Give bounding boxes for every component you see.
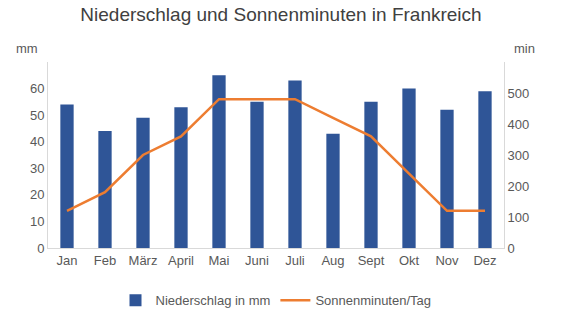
svg-text:40: 40 [30, 134, 44, 149]
svg-text:Niederschlag und Sonnenminuten: Niederschlag und Sonnenminuten in Frankr… [80, 4, 481, 25]
svg-text:200: 200 [508, 179, 530, 194]
svg-text:Sept: Sept [358, 253, 385, 268]
svg-text:Niederschlag in mm: Niederschlag in mm [156, 293, 271, 308]
svg-text:März: März [129, 253, 158, 268]
svg-text:20: 20 [30, 187, 44, 202]
svg-text:10: 10 [30, 214, 44, 229]
svg-text:Sonnenminuten/Tag: Sonnenminuten/Tag [315, 293, 431, 308]
svg-text:Feb: Feb [94, 253, 116, 268]
svg-text:Jan: Jan [57, 253, 78, 268]
svg-text:Okt: Okt [399, 253, 420, 268]
svg-text:0: 0 [508, 241, 515, 256]
svg-text:60: 60 [30, 81, 44, 96]
svg-text:min: min [514, 41, 535, 56]
svg-text:Aug: Aug [321, 253, 344, 268]
svg-text:Mai: Mai [209, 253, 230, 268]
svg-text:50: 50 [30, 108, 44, 123]
svg-text:Juli: Juli [285, 253, 305, 268]
svg-text:100: 100 [508, 210, 530, 225]
svg-text:0: 0 [37, 241, 44, 256]
svg-text:Nov: Nov [435, 253, 459, 268]
svg-text:30: 30 [30, 161, 44, 176]
svg-text:400: 400 [508, 117, 530, 132]
svg-text:Juni: Juni [245, 253, 269, 268]
svg-text:Dez: Dez [473, 253, 496, 268]
svg-text:April: April [168, 253, 194, 268]
svg-text:500: 500 [508, 86, 530, 101]
svg-text:300: 300 [508, 148, 530, 163]
svg-text:mm: mm [16, 41, 38, 56]
